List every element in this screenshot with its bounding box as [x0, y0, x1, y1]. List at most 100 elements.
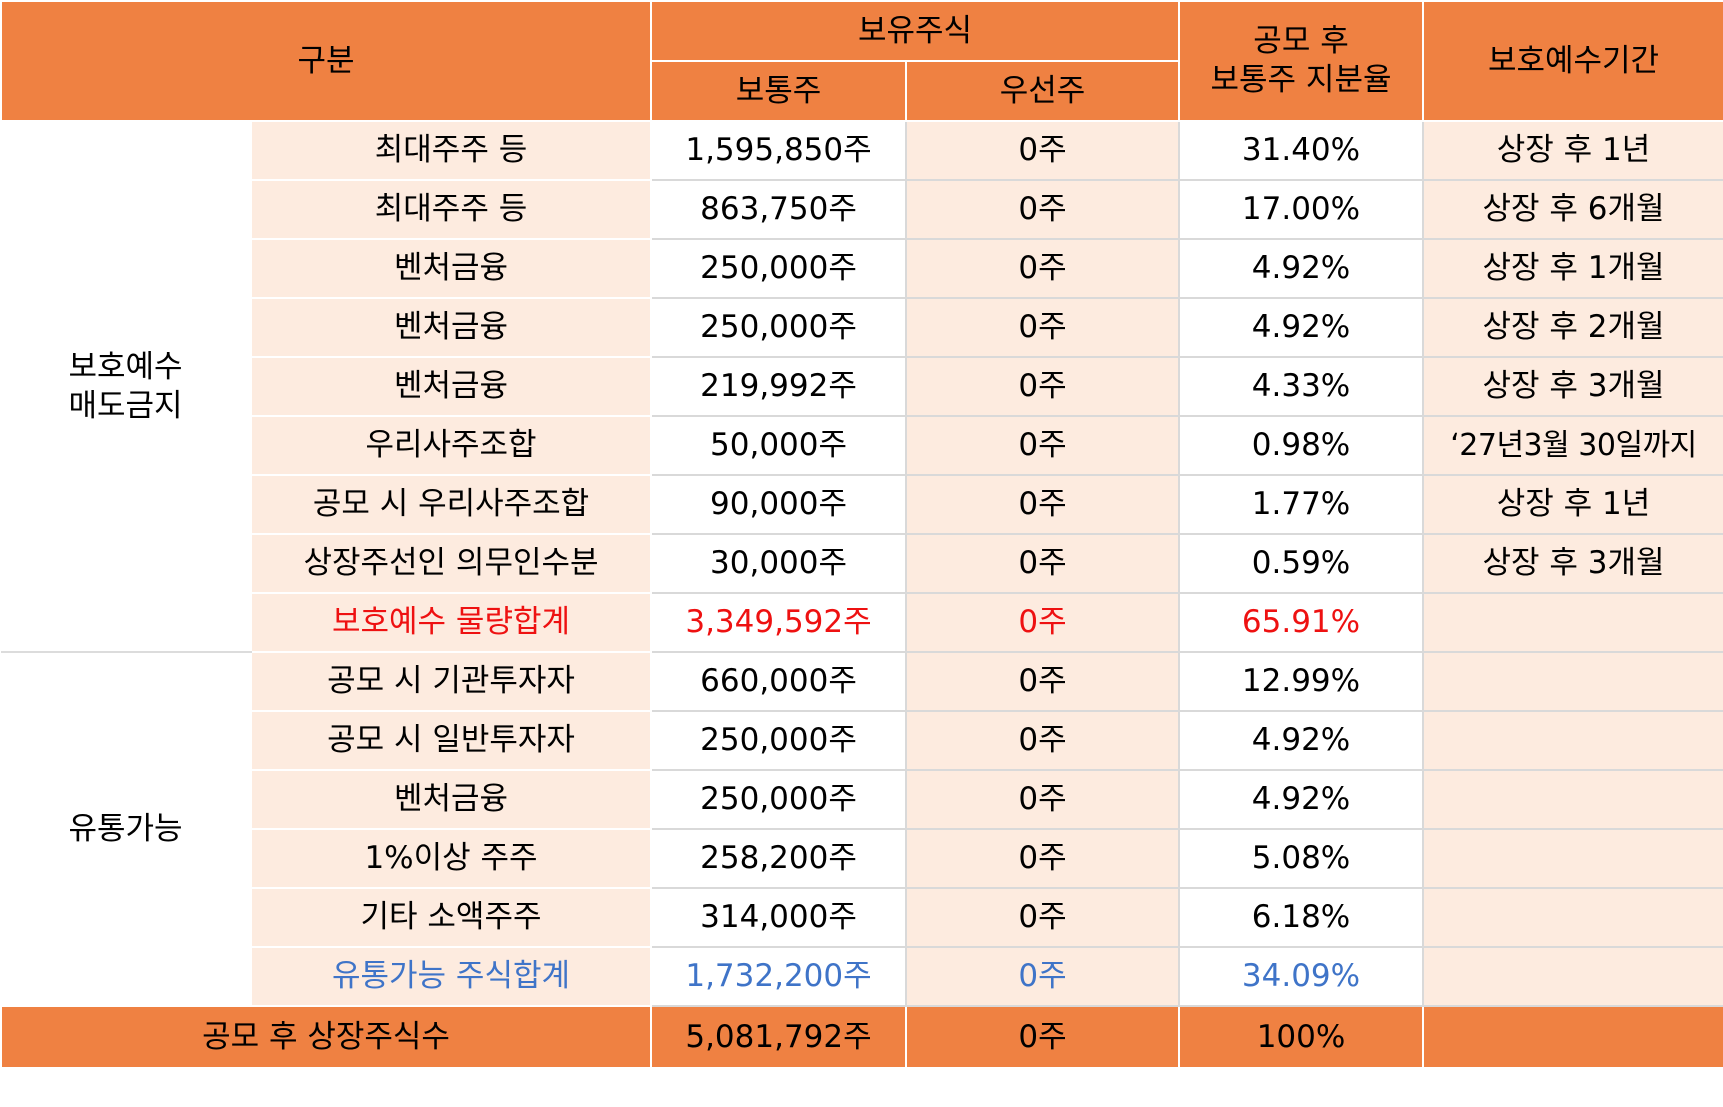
lockup-total-period — [1422, 592, 1723, 653]
header-holdings: 보유주식 — [650, 0, 1181, 62]
preferred-cell: 0주 — [905, 828, 1181, 889]
ratio-cell: 5.08% — [1178, 828, 1425, 889]
holder-cell: 벤처금융 — [249, 769, 653, 830]
header-ratio: 공모 후 보통주 지분율 — [1178, 0, 1425, 122]
table-row: 벤처금융 219,992주 0주 4.33% 상장 후 3개월 — [1, 356, 1723, 417]
common-cell: 258,200주 — [650, 828, 908, 889]
common-cell: 250,000주 — [650, 769, 908, 830]
lockup-total-ratio: 65.91% — [1178, 592, 1425, 653]
tradable-total-preferred: 0주 — [905, 946, 1181, 1007]
footer-period — [1422, 1005, 1723, 1069]
ratio-cell: 1.77% — [1178, 474, 1425, 535]
header-row-top: 구분 보유주식 공모 후 보통주 지분율 보호예수기간 — [0, 0, 1723, 122]
group-tradable: 유통가능 — [1, 652, 252, 1006]
table-row: 공모 시 일반투자자 250,000주 0주 4.92% — [1, 710, 1723, 771]
preferred-cell: 0주 — [905, 474, 1181, 535]
holder-cell: 벤처금융 — [249, 297, 653, 358]
ratio-cell: 17.00% — [1178, 179, 1425, 240]
common-cell: 250,000주 — [650, 297, 908, 358]
table-row: 기타 소액주주 314,000주 0주 6.18% — [1, 887, 1723, 948]
preferred-cell: 0주 — [905, 120, 1181, 181]
group-lockup: 보호예수 매도금지 — [1, 121, 252, 653]
holder-cell: 공모 시 우리사주조합 — [249, 474, 653, 535]
period-cell: 상장 후 2개월 — [1422, 297, 1723, 358]
period-cell — [1422, 828, 1723, 889]
tradable-total-period — [1422, 946, 1723, 1007]
group-lockup-line2: 매도금지 — [68, 387, 183, 424]
ratio-cell: 12.99% — [1178, 651, 1425, 712]
table-row: 보호예수 매도금지 최대주주 등 1,595,850주 0주 31.40% 상장… — [1, 120, 1723, 653]
ratio-cell: 4.33% — [1178, 356, 1425, 417]
header-ratio-line1: 공모 후 — [1253, 23, 1349, 60]
holder-cell: 1%이상 주주 — [249, 828, 653, 889]
preferred-cell: 0주 — [905, 769, 1181, 830]
period-cell — [1422, 887, 1723, 948]
header-common: 보통주 — [650, 60, 908, 122]
common-cell: 30,000주 — [650, 533, 908, 594]
header-category: 구분 — [0, 0, 653, 122]
table-row: 최대주주 등 863,750주 0주 17.00% 상장 후 6개월 — [1, 179, 1723, 240]
preferred-cell: 0주 — [905, 297, 1181, 358]
ratio-cell: 0.59% — [1178, 533, 1425, 594]
preferred-cell: 0주 — [905, 356, 1181, 417]
table-row: 상장주선인 의무인수분 30,000주 0주 0.59% 상장 후 3개월 — [1, 533, 1723, 594]
common-cell: 90,000주 — [650, 474, 908, 535]
lockup-total-preferred: 0주 — [905, 592, 1181, 653]
lockup-total-common: 3,349,592주 — [650, 592, 908, 653]
lockup-total-label: 보호예수 물량합계 — [249, 592, 653, 653]
period-cell: 상장 후 3개월 — [1422, 356, 1723, 417]
preferred-cell: 0주 — [905, 533, 1181, 594]
footer-row: 공모 후 상장주식수 5,081,792주 0주 100% — [0, 1005, 1723, 1069]
period-cell: 상장 후 1년 — [1422, 120, 1723, 181]
footer-preferred: 0주 — [905, 1005, 1181, 1069]
holder-cell: 벤처금융 — [249, 238, 653, 299]
common-cell: 1,595,850주 — [650, 120, 908, 181]
holder-cell: 최대주주 등 — [249, 179, 653, 240]
footer-ratio: 100% — [1178, 1005, 1425, 1069]
header-ratio-line2: 보통주 지분율 — [1210, 62, 1392, 98]
preferred-cell: 0주 — [905, 238, 1181, 299]
table-row: 우리사주조합 50,000주 0주 0.98% ‘27년3월 30일까지 — [1, 415, 1723, 476]
tradable-total-label: 유통가능 주식합계 — [249, 946, 653, 1007]
lockup-total-row: 보호예수 물량합계 3,349,592주 0주 65.91% — [1, 592, 1723, 653]
holder-cell: 기타 소액주주 — [249, 887, 653, 948]
tradable-total-common: 1,732,200주 — [650, 946, 908, 1007]
ratio-cell: 4.92% — [1178, 710, 1425, 771]
ratio-cell: 4.92% — [1178, 297, 1425, 358]
lockup-table: 구분 보유주식 공모 후 보통주 지분율 보호예수기간 보통주 우선주 보호예수… — [0, 0, 1723, 1069]
table-row: 공모 시 우리사주조합 90,000주 0주 1.77% 상장 후 1년 — [1, 474, 1723, 535]
tradable-total-ratio: 34.09% — [1178, 946, 1425, 1007]
header-preferred: 우선주 — [905, 60, 1181, 122]
period-cell: 상장 후 6개월 — [1422, 179, 1723, 240]
table-row: 벤처금융 250,000주 0주 4.92% — [1, 769, 1723, 830]
holder-cell: 우리사주조합 — [249, 415, 653, 476]
common-cell: 660,000주 — [650, 651, 908, 712]
ratio-cell: 6.18% — [1178, 887, 1425, 948]
common-cell: 219,992주 — [650, 356, 908, 417]
common-cell: 863,750주 — [650, 179, 908, 240]
table-row: 벤처금융 250,000주 0주 4.92% 상장 후 2개월 — [1, 297, 1723, 358]
holder-cell: 공모 시 기관투자자 — [249, 651, 653, 712]
common-cell: 50,000주 — [650, 415, 908, 476]
header-lockup-period: 보호예수기간 — [1422, 0, 1723, 122]
table-row: 유통가능 공모 시 기관투자자 660,000주 0주 12.99% — [1, 651, 1723, 1006]
lockup-table-container: 구분 보유주식 공모 후 보통주 지분율 보호예수기간 보통주 우선주 보호예수… — [0, 0, 1723, 1069]
tradable-total-row: 유통가능 주식합계 1,732,200주 0주 34.09% — [1, 946, 1723, 1007]
group-lockup-line1: 보호예수 — [68, 348, 183, 385]
common-cell: 250,000주 — [650, 710, 908, 771]
header-row-bottom: 보통주 우선주 — [1, 60, 1723, 122]
preferred-cell: 0주 — [905, 651, 1181, 712]
ratio-cell: 4.92% — [1178, 769, 1425, 830]
footer-common: 5,081,792주 — [650, 1005, 908, 1069]
preferred-cell: 0주 — [905, 415, 1181, 476]
table-row: 벤처금융 250,000주 0주 4.92% 상장 후 1개월 — [1, 238, 1723, 299]
common-cell: 314,000주 — [650, 887, 908, 948]
preferred-cell: 0주 — [905, 887, 1181, 948]
holder-cell: 공모 시 일반투자자 — [249, 710, 653, 771]
period-cell — [1422, 710, 1723, 771]
preferred-cell: 0주 — [905, 179, 1181, 240]
period-cell — [1422, 651, 1723, 712]
period-cell: 상장 후 1년 — [1422, 474, 1723, 535]
ratio-cell: 31.40% — [1178, 120, 1425, 181]
table-row: 1%이상 주주 258,200주 0주 5.08% — [1, 828, 1723, 889]
